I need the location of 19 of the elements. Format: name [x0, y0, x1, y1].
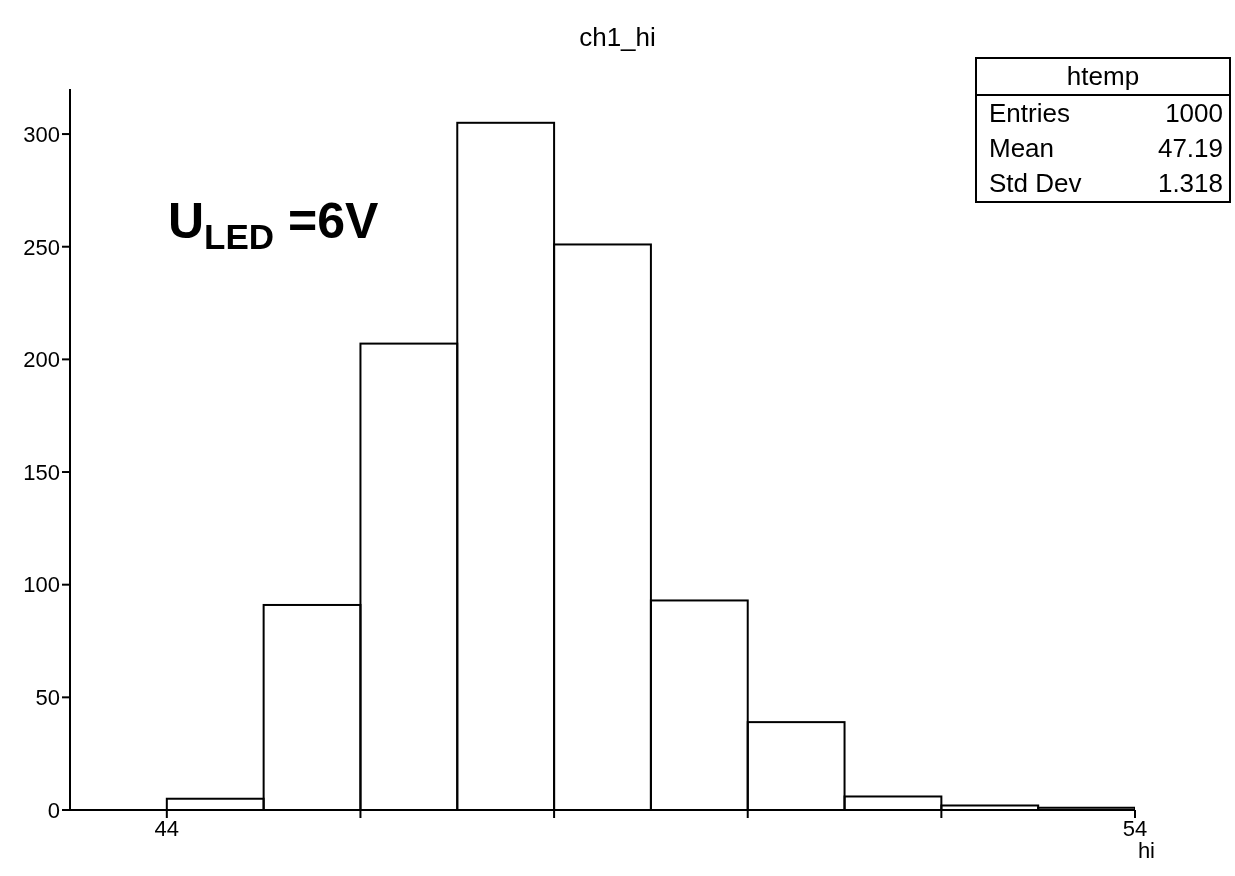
text: 1000 [1165, 97, 1223, 130]
y-tick-label: 250 [23, 234, 60, 260]
text: 47.19 [1157, 132, 1223, 165]
annotation: Std Dev [989, 167, 1082, 200]
x-tick-label: 54 [1122, 815, 1148, 841]
annotation: Mean [989, 132, 1055, 165]
x-axis-title: hi [1136, 838, 1155, 864]
y-tick-label: 50 [35, 685, 60, 711]
y-tick-label: 200 [23, 347, 60, 373]
y-tick-label: 0 [47, 797, 60, 823]
y-tick-label: 150 [23, 459, 60, 485]
annotation: Entries [989, 97, 1070, 130]
chart-title: ch1_hi [578, 22, 657, 53]
annotation: U$_{LED}$=6V [168, 193, 380, 256]
annotation: htemp [977, 59, 1229, 96]
y-tick-label: 100 [23, 572, 60, 598]
text: 1.318 [1157, 167, 1223, 200]
x-tick-label: 44 [154, 815, 180, 841]
y-tick-label: 300 [23, 121, 60, 147]
